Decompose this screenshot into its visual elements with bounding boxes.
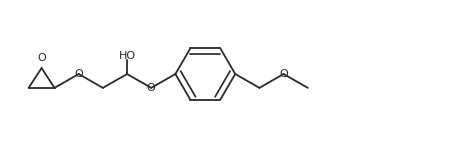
Text: O: O: [147, 83, 156, 93]
Text: O: O: [74, 69, 83, 79]
Text: O: O: [37, 53, 46, 63]
Text: HO: HO: [119, 51, 136, 61]
Text: O: O: [279, 69, 288, 79]
